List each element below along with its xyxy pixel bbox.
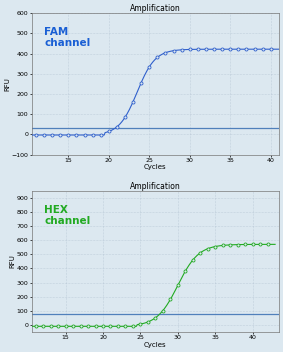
Title: Amplification: Amplification — [130, 182, 181, 190]
Text: HEX
channel: HEX channel — [44, 205, 91, 226]
Y-axis label: RFU: RFU — [4, 77, 10, 91]
X-axis label: Cycles: Cycles — [144, 164, 167, 170]
X-axis label: Cycles: Cycles — [144, 342, 167, 348]
Text: FAM
channel: FAM channel — [44, 27, 91, 48]
Y-axis label: RFU: RFU — [9, 254, 15, 268]
Title: Amplification: Amplification — [130, 4, 181, 13]
